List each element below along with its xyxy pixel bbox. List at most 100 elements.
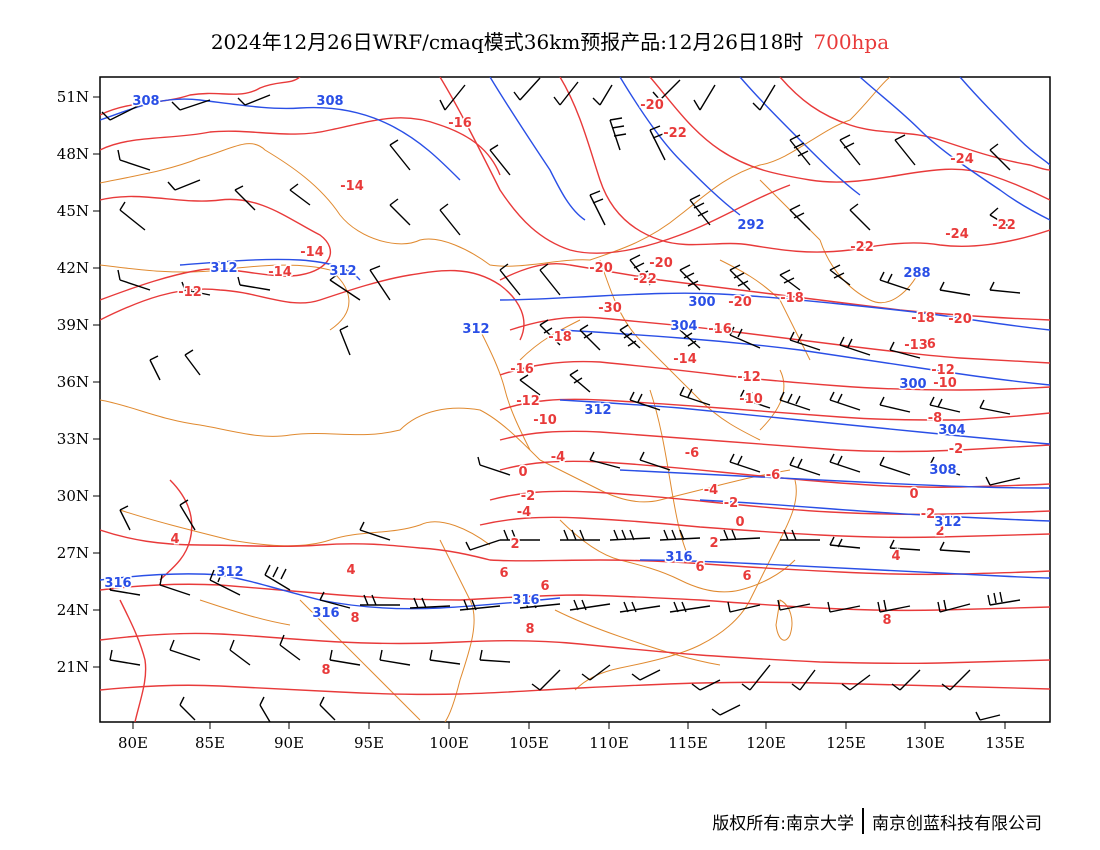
lat-label: 21N (57, 658, 89, 676)
latitude-axis: 51N 48N 45N 42N 39N 36N 33N 30N 27N 24N 21N (57, 88, 100, 676)
height-label: 312 (216, 565, 243, 580)
isotherm-label: -20 (640, 98, 664, 113)
isotherm-label: -22 (663, 126, 687, 141)
isotherm-label: -14 (340, 179, 364, 194)
lon-label: 115E (668, 734, 708, 752)
isotherm-label: 2 (510, 537, 519, 552)
isotherm-label: 6 (499, 566, 508, 581)
height-label: 292 (737, 218, 764, 233)
height-label: 312 (934, 515, 961, 530)
lon-label: 125E (826, 734, 866, 752)
isotherm-label: -22 (850, 240, 874, 255)
isotherm-label: 2 (709, 536, 718, 551)
height-label: 316 (665, 550, 692, 565)
longitude-axis: 80E 85E 90E 95E 100E 105E 110E 115E 120E 125E 130E… (118, 722, 1025, 752)
lon-label: 90E (274, 734, 304, 752)
isotherm-label: -18 (911, 311, 935, 326)
isotherm-label: -10 (933, 376, 957, 391)
isotherm-label: -16 (708, 322, 732, 337)
boundary-lines (100, 77, 921, 722)
isotherm-label: -10 (739, 392, 763, 407)
lat-label: 42N (57, 259, 89, 277)
isotherm-label: -12 (516, 394, 540, 409)
pressure-level: 700hpa (813, 30, 890, 54)
isotherm-label: -4 (517, 505, 531, 520)
height-label: 312 (329, 264, 356, 279)
isotherm-label: 2 (935, 524, 944, 539)
height-labels: 308 308 312 312 312 300 304 292 288 312 300 304 308 3… (103, 93, 967, 623)
isotherm-label: -20 (948, 312, 972, 327)
isotherm-label: -16 (912, 337, 936, 352)
height-label: 312 (584, 403, 611, 418)
isotherm-label: -20 (649, 256, 673, 271)
isotherm-label: -22 (992, 218, 1016, 233)
lat-label: 36N (57, 373, 89, 391)
isotherm-label: -18 (548, 330, 572, 345)
lat-label: 24N (57, 601, 89, 619)
height-label: 308 (132, 94, 159, 109)
height-label: 312 (210, 261, 237, 276)
org-cleanblue: 南京创蓝科技有限公司 (872, 813, 1042, 834)
lat-label: 33N (57, 430, 89, 448)
height-label: 308 (316, 94, 343, 109)
isotherm-label: -2 (949, 442, 963, 457)
height-label: 300 (899, 377, 926, 392)
isotherm-label: 0 (518, 465, 527, 480)
isotherm-label: 4 (346, 563, 355, 578)
isotherm-label: -6 (766, 468, 780, 483)
lon-label: 120E (746, 734, 786, 752)
isotherm-label: -20 (589, 261, 613, 276)
lon-label: 135E (985, 734, 1025, 752)
isotherm-label: -12 (737, 370, 761, 385)
height-label: 316 (512, 593, 539, 608)
copyright-footer: 版权所有: 南京大学 南京创蓝科技有限公司 (712, 808, 1042, 834)
isotherm-label: 4 (891, 549, 900, 564)
height-label: 288 (903, 266, 930, 281)
isotherm-label: 8 (350, 611, 359, 626)
lat-label: 51N (57, 88, 89, 106)
height-label: 316 (104, 576, 131, 591)
height-label: 300 (688, 295, 715, 310)
isotherm-label: 6 (742, 569, 751, 584)
isotherm-label: -20 (728, 295, 752, 310)
isotherm-label: 8 (882, 613, 891, 628)
lon-label: 110E (589, 734, 629, 752)
isotherm-label: -6 (685, 446, 699, 461)
isotherm-label: 8 (525, 622, 534, 637)
height-label: 304 (670, 319, 697, 334)
copyright-label: 版权所有: (712, 813, 786, 834)
isotherm-label: 0 (909, 487, 918, 502)
lat-label: 48N (57, 145, 89, 163)
lat-label: 45N (57, 202, 89, 220)
height-label: 308 (929, 463, 956, 478)
isotherm-label: -4 (704, 483, 718, 498)
map-frame (99, 76, 1051, 723)
isotherm-label: -12 (178, 285, 202, 300)
isotherm-label: -10 (533, 413, 557, 428)
isotherm-label: -14 (673, 352, 697, 367)
isotherm-label: 0 (735, 515, 744, 530)
isotherms (100, 77, 1050, 722)
isotherm-label: -24 (950, 152, 974, 167)
org-nju: 南京大学 (786, 813, 854, 834)
isotherm-label: -14 (300, 245, 324, 260)
isotherm-label: -4 (551, 450, 565, 465)
map-title: 2024年12月26日WRF/cmaq模式36km预报产品:12月26日18时 7… (0, 26, 1100, 55)
height-label: 316 (312, 606, 339, 621)
lon-label: 80E (118, 734, 148, 752)
isotherm-label: -12 (931, 363, 955, 378)
isotherm-label: -22 (633, 272, 657, 287)
isotherm-label: 4 (170, 532, 179, 547)
isotherm-label: 6 (540, 579, 549, 594)
lat-label: 30N (57, 487, 89, 505)
lon-label: 95E (354, 734, 384, 752)
lon-label: 85E (195, 734, 225, 752)
isotherm-label: -2 (521, 489, 535, 504)
wind-barbs (101, 77, 1021, 722)
isotherm-label: -2 (921, 507, 935, 522)
isotherm-label: 6 (695, 560, 704, 575)
lon-label: 100E (429, 734, 469, 752)
lat-label: 27N (57, 544, 89, 562)
lon-label: 105E (509, 734, 549, 752)
